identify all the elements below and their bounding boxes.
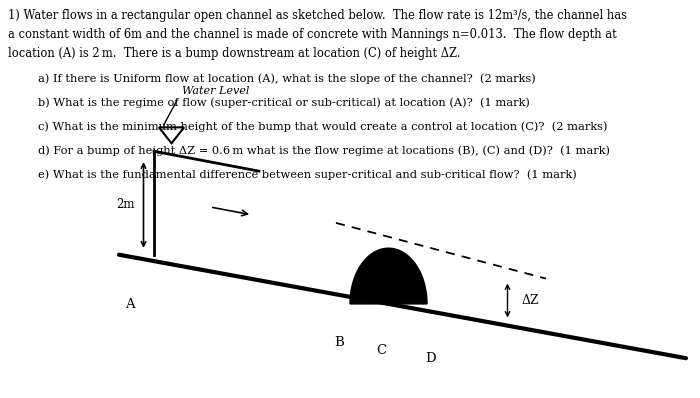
Text: location (A) is 2 m.  There is a bump downstream at location (C) of height ΔZ.: location (A) is 2 m. There is a bump dow… bbox=[8, 47, 461, 60]
Text: 1) Water flows in a rectangular open channel as sketched below.  The flow rate i: 1) Water flows in a rectangular open cha… bbox=[8, 9, 627, 22]
Text: D: D bbox=[425, 352, 436, 365]
Text: e) What is the fundamental difference between super-critical and sub-critical fl: e) What is the fundamental difference be… bbox=[38, 169, 577, 180]
Text: Water Level: Water Level bbox=[182, 86, 249, 96]
Text: 2m: 2m bbox=[117, 199, 135, 211]
Text: c) What is the minimum height of the bump that would create a control at locatio: c) What is the minimum height of the bum… bbox=[38, 121, 608, 132]
Text: C: C bbox=[377, 344, 386, 357]
Polygon shape bbox=[350, 248, 427, 304]
Text: B: B bbox=[335, 336, 344, 349]
Text: A: A bbox=[125, 298, 134, 312]
Text: ΔZ: ΔZ bbox=[522, 294, 539, 307]
Text: a constant width of 6m and the channel is made of concrete with Mannings n=0.013: a constant width of 6m and the channel i… bbox=[8, 28, 617, 41]
Text: b) What is the regime of flow (super-critical or sub-critical) at location (A)? : b) What is the regime of flow (super-cri… bbox=[38, 98, 531, 108]
Text: d) For a bump of height ΔZ = 0.6 m what is the flow regime at locations (B), (C): d) For a bump of height ΔZ = 0.6 m what … bbox=[38, 145, 610, 156]
Text: a) If there is Uniform flow at location (A), what is the slope of the channel?  : a) If there is Uniform flow at location … bbox=[38, 74, 536, 84]
